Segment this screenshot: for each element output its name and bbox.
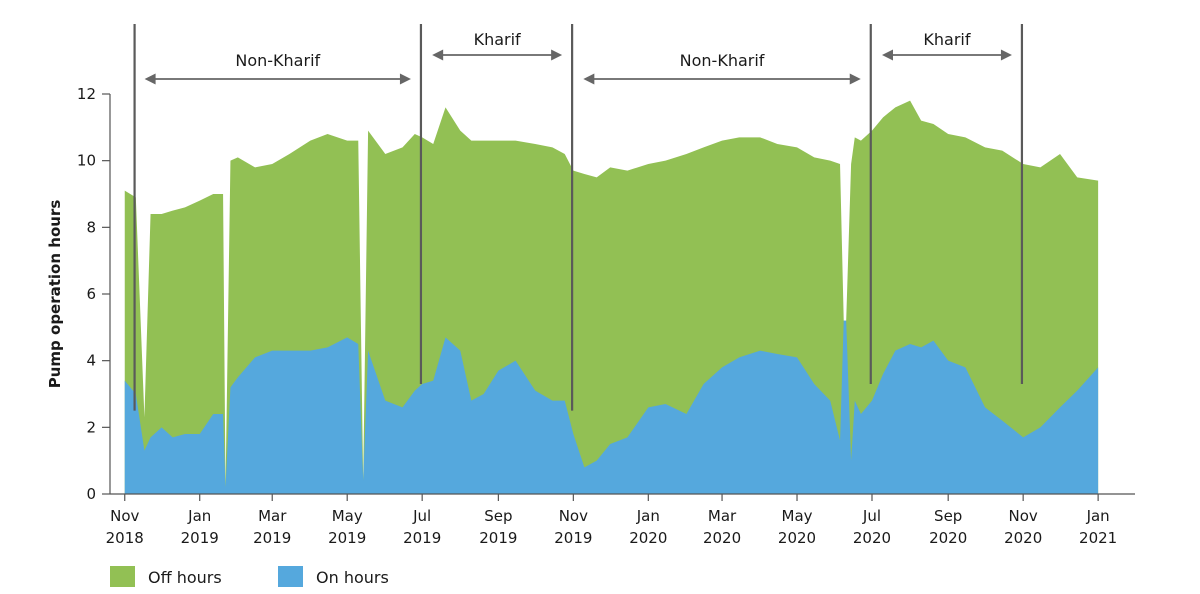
x-tick-label-year: 2019 — [479, 529, 517, 547]
x-tick-label-month: Jan — [187, 507, 211, 525]
season-boundaries — [133, 24, 1024, 411]
y-axis-label: Pump operation hours — [46, 200, 64, 389]
x-tick-label-month: Sep — [934, 507, 962, 525]
y-tick-label: 4 — [86, 352, 96, 370]
x-tick-label-year: 2020 — [1004, 529, 1042, 547]
legend-label: Off hours — [148, 568, 222, 587]
on-hours-area — [124, 320, 1099, 494]
period-label: Kharif — [474, 30, 521, 49]
y-tick-label: 12 — [77, 85, 96, 103]
x-tick-label-month: Jul — [412, 507, 431, 525]
period-arrow-head-left — [583, 73, 595, 85]
x-tick-label-year: 2019 — [181, 529, 219, 547]
period-arrow-head-left — [432, 49, 444, 61]
x-tick-label-month: May — [782, 507, 813, 525]
period-arrow-head-right — [849, 73, 861, 85]
x-tick-label-year: 2018 — [106, 529, 144, 547]
x-tick-label-year: 2020 — [778, 529, 816, 547]
x-tick-label-year: 2020 — [929, 529, 967, 547]
x-tick-label-year: 2020 — [703, 529, 741, 547]
period-label: Kharif — [923, 30, 970, 49]
period-arrow-head-right — [551, 49, 563, 61]
x-tick-label-month: Nov — [110, 507, 139, 525]
period-arrow-head-left — [881, 49, 893, 61]
period-label: Non-Kharif — [680, 51, 765, 70]
y-tick-label: 6 — [86, 285, 96, 303]
period-arrow-head-right — [399, 73, 411, 85]
chart-areas — [124, 100, 1099, 495]
y-tick-label: 10 — [77, 152, 96, 170]
legend-swatch — [278, 566, 303, 587]
legend-swatch — [110, 566, 135, 587]
period-arrow-head-right — [1000, 49, 1012, 61]
x-tick-label-month: Mar — [708, 507, 737, 525]
legend: Off hours On hours — [110, 566, 389, 587]
x-ticks: Nov 2018 Jan 2019 Mar 2019 May 2019 Jul 2019 Sep 20… — [106, 494, 1117, 547]
x-tick-label-year: 2019 — [403, 529, 441, 547]
x-tick-label-month: Jan — [636, 507, 660, 525]
x-tick-label-month: May — [332, 507, 363, 525]
x-tick-label-year: 2020 — [629, 529, 667, 547]
y-ticks: 0 2 4 6 8 10 12 — [77, 85, 110, 503]
y-tick-label: 0 — [86, 485, 96, 503]
x-tick-label-month: Nov — [1009, 507, 1038, 525]
x-tick-label-year: 2019 — [328, 529, 366, 547]
x-tick-label-month: Mar — [258, 507, 287, 525]
legend-label: On hours — [316, 568, 389, 587]
x-tick-label-year: 2019 — [554, 529, 592, 547]
period-label: Non-Kharif — [235, 51, 320, 70]
x-tick-label-month: Jul — [862, 507, 881, 525]
x-tick-label-year: 2020 — [853, 529, 891, 547]
period-arrow-head-left — [144, 73, 156, 85]
x-tick-label-year: 2021 — [1079, 529, 1117, 547]
x-tick-label-month: Jan — [1086, 507, 1110, 525]
x-tick-label-month: Sep — [484, 507, 512, 525]
season-periods: Non-Kharif Kharif Non-Kharif Kharif — [144, 30, 1012, 85]
y-tick-label: 2 — [86, 418, 96, 436]
x-tick-label-month: Nov — [559, 507, 588, 525]
x-tick-label-year: 2019 — [253, 529, 291, 547]
y-tick-label: 8 — [86, 218, 96, 236]
